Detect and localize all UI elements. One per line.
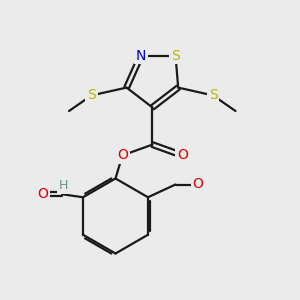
- Text: S: S: [171, 49, 180, 62]
- Text: O: O: [117, 148, 128, 162]
- Text: N: N: [136, 49, 146, 62]
- Text: S: S: [208, 88, 217, 102]
- Text: O: O: [177, 148, 188, 162]
- Text: H: H: [59, 179, 68, 192]
- Text: S: S: [87, 88, 96, 102]
- Text: O: O: [37, 187, 48, 201]
- Text: O: O: [193, 178, 203, 191]
